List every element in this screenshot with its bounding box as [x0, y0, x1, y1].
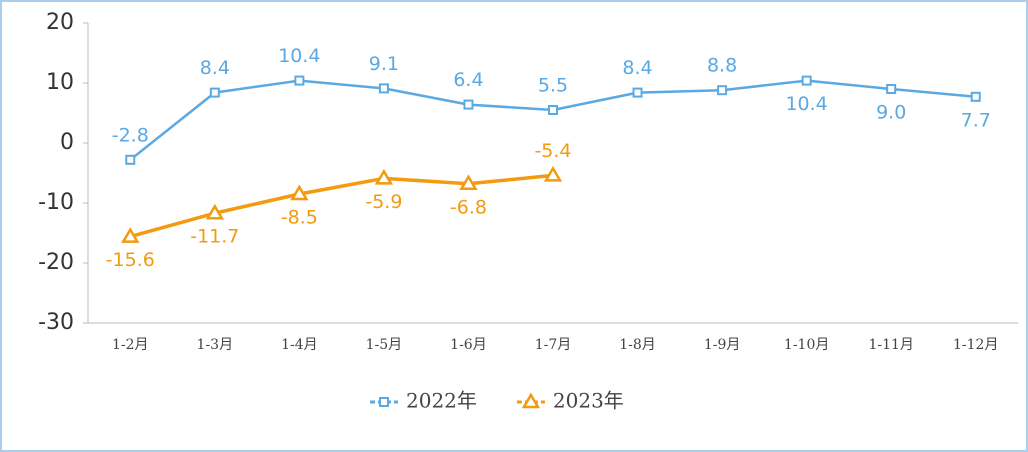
value-label: 9.1 [369, 53, 399, 75]
marker [463, 99, 474, 110]
x-tick-label: 1-7月 [535, 337, 572, 353]
x-tick-label: 1-3月 [197, 337, 234, 353]
value-label: -5.9 [365, 191, 402, 213]
x-tick-label: 1-4月 [281, 337, 318, 353]
legend-label: 2022年 [406, 389, 477, 413]
marker [632, 87, 643, 98]
value-label: 7.7 [961, 109, 991, 131]
value-label: 8.4 [200, 57, 230, 79]
x-tick-label: 1-6月 [450, 337, 487, 353]
legend-label: 2023年 [553, 389, 624, 413]
legend-item: 2023年 [516, 389, 624, 413]
marker [970, 91, 981, 102]
y-tick-label: 20 [46, 10, 74, 35]
marker [205, 203, 224, 220]
y-tick-label: -20 [38, 250, 74, 275]
value-label: -2.8 [112, 124, 149, 146]
marker [378, 83, 389, 94]
marker [379, 397, 389, 407]
value-label: 8.4 [622, 57, 652, 79]
marker [521, 392, 541, 409]
y-tick-label: -30 [38, 310, 74, 335]
marker [801, 75, 812, 86]
x-tick-label: 1-12月 [953, 337, 998, 353]
value-label: 6.4 [453, 69, 483, 91]
legend-item: 2022年 [370, 389, 477, 413]
value-label: 10.4 [785, 93, 827, 115]
value-label: 8.8 [707, 55, 737, 77]
marker [125, 154, 136, 165]
x-tick-label: 1-9月 [704, 337, 741, 353]
marker [121, 227, 140, 243]
marker [209, 87, 220, 98]
marker [717, 85, 728, 96]
value-label: 9.0 [876, 102, 906, 124]
y-tick-label: -10 [38, 190, 74, 215]
series-line [129, 173, 554, 239]
y-tick-label: 10 [46, 70, 74, 95]
value-label: -5.4 [534, 140, 571, 162]
marker [294, 75, 305, 86]
x-tick-label: 1-5月 [366, 337, 403, 353]
x-tick-label: 1-11月 [868, 337, 913, 353]
value-label: -8.5 [281, 207, 318, 229]
marker [548, 105, 558, 115]
marker [543, 165, 563, 182]
value-label: 5.5 [538, 75, 568, 97]
marker [374, 168, 394, 185]
value-label: -6.8 [450, 196, 487, 218]
x-tick-label: 1-10月 [784, 337, 829, 353]
x-tick-label: 1-2月 [112, 337, 149, 353]
marker [290, 184, 309, 201]
y-tick-label: 0 [60, 130, 74, 155]
marker [459, 174, 478, 191]
value-label: -11.7 [190, 226, 239, 248]
x-tick-label: 1-8月 [619, 337, 656, 353]
marker [886, 84, 897, 94]
value-label: 10.4 [278, 45, 320, 67]
value-label: -15.6 [106, 249, 155, 271]
